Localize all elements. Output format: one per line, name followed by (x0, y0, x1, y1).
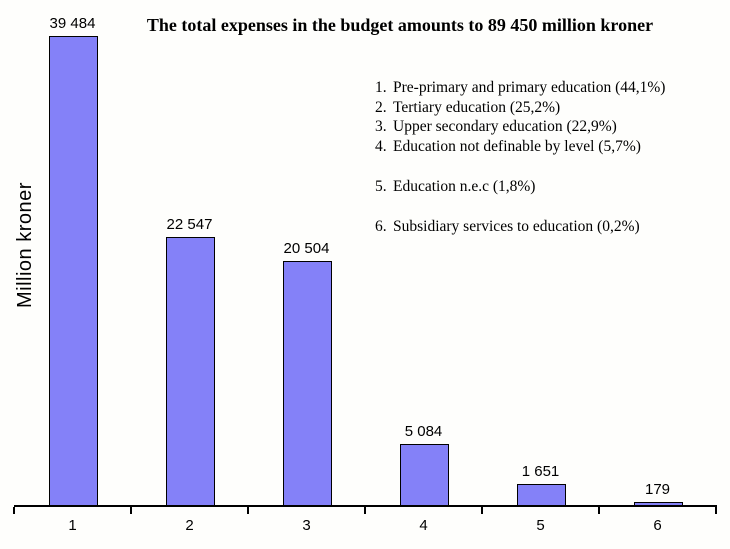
value-label-6: 179 (644, 480, 671, 498)
bar-4 (400, 443, 449, 505)
x-tick-label-4: 4 (419, 517, 428, 534)
legend-item-number: 3. (375, 118, 387, 136)
legend-item-1: 1. Pre-primary and primary education (44,… (375, 78, 665, 98)
x-axis-tick (715, 507, 717, 514)
y-axis-label: Million kroner (14, 182, 36, 308)
value-label-2: 22 547 (166, 215, 213, 233)
legend-item-4: 4. Education not definable by level (5,7%… (375, 137, 665, 157)
legend-item-6: 6. Subsidiary services to education (0,2%… (375, 217, 665, 237)
x-tick-label-6: 6 (653, 517, 662, 534)
legend-item-number: 6. (375, 217, 387, 235)
bar-2 (166, 236, 215, 505)
chart-title: The total expenses in the budget amounts… (146, 15, 654, 35)
value-label-4: 5 084 (404, 422, 443, 440)
legend-item-number: 5. (375, 177, 387, 195)
value-label-3: 20 504 (283, 239, 330, 257)
x-tick-label-1: 1 (68, 517, 77, 534)
x-axis-tick (481, 507, 483, 514)
x-tick-label-3: 3 (302, 517, 311, 534)
value-label-5: 1 651 (521, 463, 560, 481)
legend-item-label: Upper secondary education (22,9%) (393, 118, 617, 136)
x-axis-tick (130, 507, 132, 514)
x-axis-tick (247, 507, 249, 514)
x-tick-label-5: 5 (536, 517, 545, 534)
legend-item-label: Subsidiary services to education (0,2%) (393, 217, 640, 235)
legend-item-3: 3. Upper secondary education (22,9%) (375, 117, 665, 137)
legend-item-label: Pre-primary and primary education (44,1%… (393, 79, 666, 96)
legend-item-number: 4. (375, 138, 387, 156)
legend-item-label: Tertiary education (25,2%) (393, 98, 561, 116)
bar-1 (49, 36, 98, 505)
x-tick-label-2: 2 (185, 517, 194, 534)
legend-item-number: 1. (375, 79, 387, 96)
legend-item-label: Education not definable by level (5,7%) (393, 138, 641, 156)
legend-item-number: 2. (375, 98, 387, 116)
x-axis-tick (598, 507, 600, 514)
legend-item-5: 5. Education n.e.c (1,8%) (375, 177, 665, 197)
x-axis-tick (364, 507, 366, 514)
bar-5 (517, 484, 566, 505)
x-axis-tick (13, 507, 15, 514)
legend-item-2: 2. Tertiary education (25,2%) (375, 98, 665, 118)
legend-item-label: Education n.e.c (1,8%) (393, 177, 536, 195)
bar-6 (634, 501, 683, 505)
bar-3 (283, 260, 332, 505)
legend: 1. Pre-primary and primary education (44,… (375, 78, 665, 236)
value-label-1: 39 484 (49, 15, 96, 32)
x-axis-line (14, 505, 717, 507)
